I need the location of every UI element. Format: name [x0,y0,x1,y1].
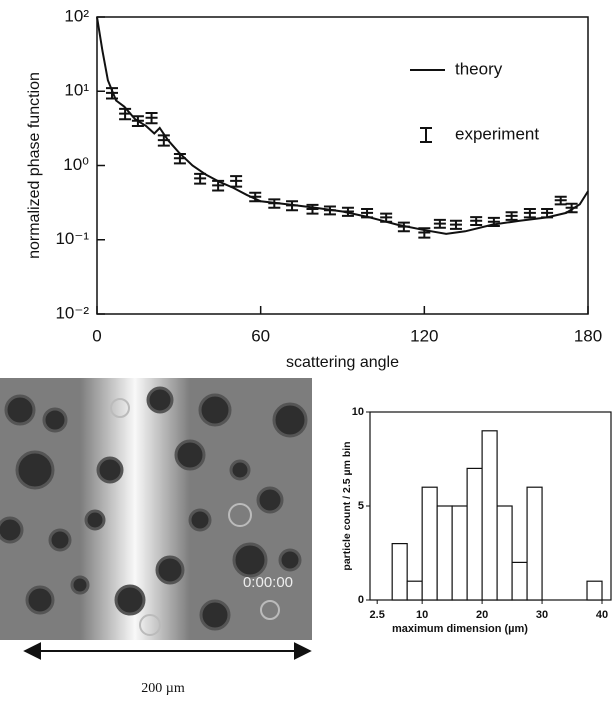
x-axis-label: scattering angle [286,354,399,371]
y-tick-label: 10⁰ [63,155,89,174]
legend-label: experiment [455,124,539,143]
error-bar [194,172,207,185]
error-bar [230,175,243,188]
error-bar [418,227,431,239]
error-bar [249,191,262,203]
error-bar [323,205,336,216]
error-bar [106,87,119,100]
plot-frame [96,16,589,315]
y-tick-label: 10¹ [64,81,89,100]
x-tick-label: 120 [410,326,438,345]
y-tick-label: 10⁻¹ [55,229,89,248]
error-bar [565,202,578,214]
error-bar [212,179,225,192]
bar [481,430,498,601]
error-bar [341,206,354,217]
x-tick-label: 180 [574,326,602,345]
bar [526,486,543,601]
error-bar [541,207,554,219]
timestamp: 0:00:00 [243,574,293,591]
error-bar [157,134,170,147]
y-tick-label: 10 [352,406,364,418]
bar [391,542,408,601]
bar [436,505,453,601]
bar [496,505,513,601]
bar [466,467,483,601]
x-tick-label: 30 [536,609,548,621]
bar [421,486,438,601]
error-bar [397,221,410,233]
legend-errorbar [420,127,432,143]
error-bar [554,195,567,206]
x-tick-label: 40 [596,609,608,621]
error-bar [119,107,132,121]
bar [511,561,528,601]
scale-label: 200 µm [141,681,185,696]
error-bar [131,115,144,128]
x-tick-label: 60 [251,326,270,345]
micrograph: 0:00:00 [0,378,312,640]
error-bar [268,198,281,209]
error-bar [449,219,462,230]
bar [406,580,423,601]
error-bar [173,152,186,165]
error-bar [145,111,158,125]
legend-label: theory [455,59,503,78]
error-bar [361,207,374,219]
error-bar [306,203,319,215]
error-bar [470,216,483,226]
error-bar [380,212,393,223]
x-tick-label: 20 [476,609,488,621]
x-axis-label: maximum dimension (µm) [392,623,528,635]
y-axis-label: particle count / 2.5 µm bin [341,441,353,570]
bar [451,505,468,601]
error-bar [286,200,299,212]
theory-line [96,16,589,235]
error-bar [433,218,446,229]
error-bar [505,211,518,221]
x-tick-label: 2.5 [370,609,385,621]
y-tick-label: 0 [358,594,364,606]
y-axis-label: normalized phase function [26,72,43,259]
x-tick-label: 10 [416,609,428,621]
error-bar [487,216,500,228]
y-tick-label: 10² [64,6,89,25]
y-tick-label: 10⁻² [55,303,89,322]
error-bar [523,207,536,219]
x-tick-label: 0 [92,326,101,345]
y-tick-label: 5 [358,500,364,512]
bar [586,580,603,601]
